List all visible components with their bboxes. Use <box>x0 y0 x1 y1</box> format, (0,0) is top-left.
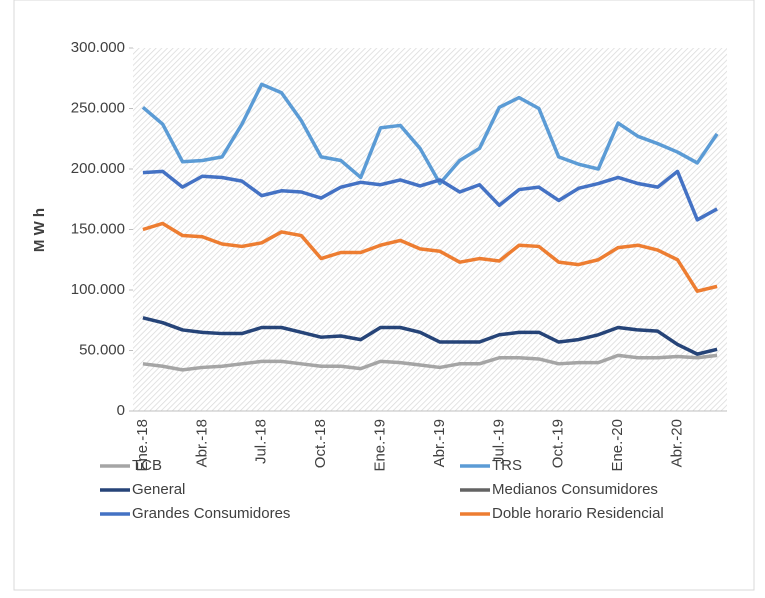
x-tick-label: Ene.-20 <box>609 419 626 472</box>
x-tick-label: Ene.-18 <box>134 419 151 472</box>
y-tick-label: 0 <box>117 402 125 419</box>
x-tick-label: Oct.-19 <box>550 419 567 468</box>
legend-label: TCB <box>132 457 162 474</box>
series-line <box>142 316 718 356</box>
legend-label: Grandes Consumidores <box>132 505 290 522</box>
series-line <box>142 169 718 222</box>
plot-area <box>133 48 727 411</box>
legend-label: General <box>132 481 185 498</box>
x-tick-label: Abr.-20 <box>668 419 685 467</box>
series-line <box>142 353 718 372</box>
y-tick-label: 200.000 <box>71 160 125 177</box>
y-tick-label: 250.000 <box>71 99 125 116</box>
x-tick-label: Abr.-18 <box>193 419 210 467</box>
legend-label: Medianos Consumidores <box>492 481 658 498</box>
y-axis-title: M W h <box>31 208 48 252</box>
legend-label: Doble horario Residencial <box>492 505 664 522</box>
x-tick-label: Ene.-19 <box>371 419 388 472</box>
y-tick-label: 300.000 <box>71 39 125 56</box>
x-tick-label: Abr.-19 <box>431 419 448 467</box>
x-tick-label: Oct.-18 <box>312 419 329 468</box>
series-line <box>142 221 718 293</box>
x-tick-label: Jul.-19 <box>490 419 507 464</box>
y-tick-label: 150.000 <box>71 220 125 237</box>
y-tick-label: 100.000 <box>71 281 125 298</box>
x-tick-label: Jul.-18 <box>253 419 270 464</box>
series-line <box>141 82 719 186</box>
y-tick-label: 50.000 <box>79 341 125 358</box>
legend-label: TRS <box>492 457 522 474</box>
